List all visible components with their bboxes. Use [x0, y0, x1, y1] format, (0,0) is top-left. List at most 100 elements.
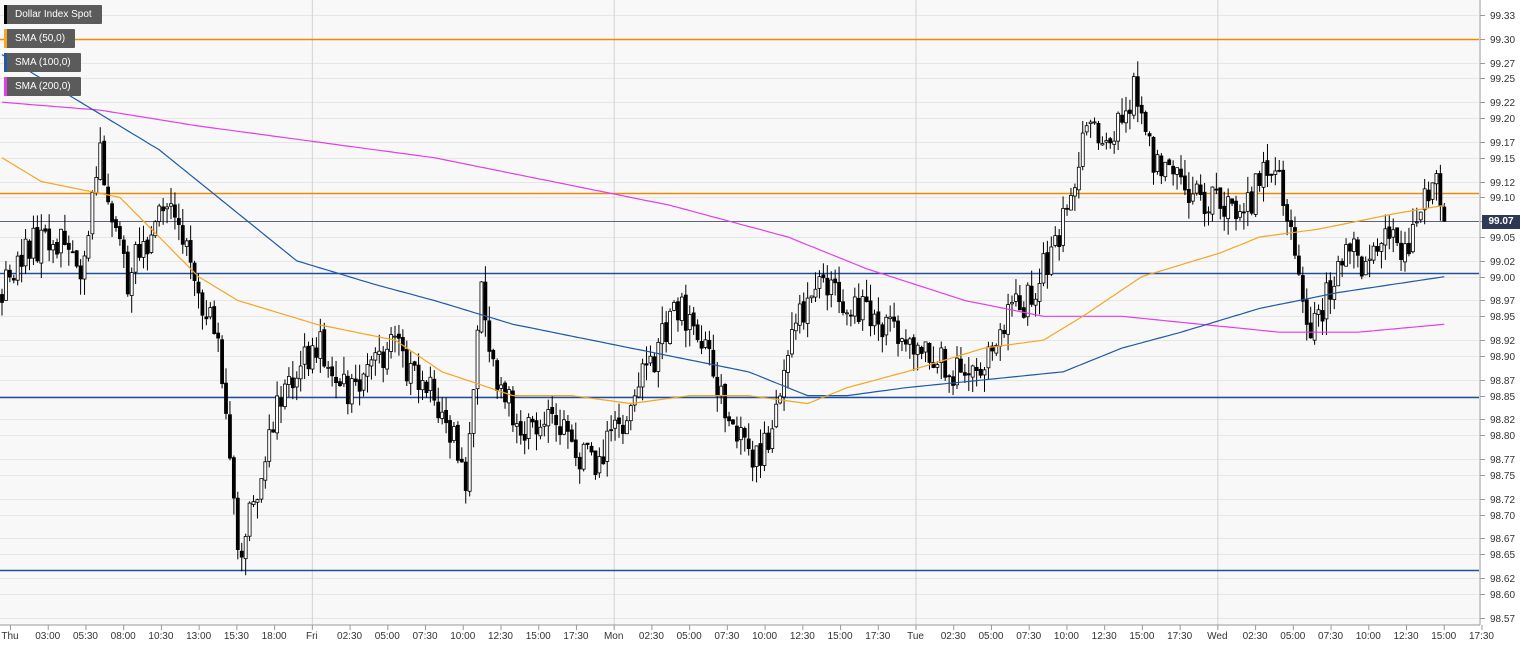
candle-down[interactable] [322, 329, 327, 367]
candle-down[interactable] [448, 420, 452, 443]
candle-down[interactable] [766, 432, 771, 450]
candle-up[interactable] [640, 363, 645, 388]
candle-down[interactable] [188, 240, 193, 263]
candle-down[interactable] [1281, 169, 1286, 206]
candle-down[interactable] [1348, 243, 1352, 252]
candle-down[interactable] [424, 381, 429, 394]
candle-down[interactable] [235, 497, 240, 551]
candle-up[interactable] [294, 377, 299, 388]
candle-up[interactable] [809, 295, 814, 299]
candle-up[interactable] [90, 192, 95, 235]
candle-down[interactable] [1065, 207, 1069, 210]
candle-down[interactable] [290, 377, 295, 389]
candle-down[interactable] [271, 429, 276, 433]
candle-down[interactable] [212, 306, 217, 334]
candle-up[interactable] [719, 385, 724, 397]
candle-up[interactable] [1116, 112, 1121, 142]
candle-down[interactable] [74, 250, 79, 267]
candle-up[interactable] [1206, 211, 1211, 214]
candle-down[interactable] [1426, 189, 1431, 202]
candle-up[interactable] [636, 386, 641, 398]
candle-down[interactable] [856, 297, 861, 322]
candle-down[interactable] [1183, 175, 1187, 191]
candle-down[interactable] [463, 461, 468, 491]
candle-down[interactable] [110, 203, 114, 223]
candle-up[interactable] [467, 433, 472, 492]
candle-up[interactable] [786, 355, 790, 373]
candle-up[interactable] [1194, 183, 1199, 194]
candle-up[interactable] [628, 405, 633, 422]
candle-down[interactable] [1002, 330, 1007, 335]
candle-down[interactable] [821, 274, 826, 279]
candle-down[interactable] [931, 362, 936, 368]
candle-down[interactable] [550, 407, 555, 414]
candle-up[interactable] [1344, 244, 1348, 267]
candle-up[interactable] [1312, 312, 1317, 341]
candle-down[interactable] [554, 415, 559, 426]
candle-down[interactable] [1017, 295, 1022, 311]
candle-down[interactable] [228, 414, 232, 459]
candle-up[interactable] [1061, 208, 1065, 246]
candle-down[interactable] [200, 292, 205, 316]
candle-up[interactable] [1069, 195, 1073, 211]
candle-down[interactable] [0, 294, 4, 303]
candle-up[interactable] [538, 426, 543, 437]
candle-down[interactable] [279, 397, 283, 407]
candle-down[interactable] [404, 348, 409, 382]
candle-down[interactable] [621, 424, 625, 434]
candle-up[interactable] [361, 373, 366, 391]
candle-down[interactable] [1186, 189, 1191, 203]
candle-up[interactable] [302, 346, 307, 365]
candle-up[interactable] [939, 347, 944, 364]
candle-up[interactable] [255, 499, 260, 503]
candle-up[interactable] [499, 384, 504, 389]
candle-down[interactable] [62, 230, 67, 245]
candle-up[interactable] [562, 419, 566, 435]
candle-up[interactable] [632, 395, 637, 406]
candle-up[interactable] [872, 313, 877, 327]
candle-up[interactable] [86, 235, 91, 259]
candle-down[interactable] [841, 301, 845, 313]
candle-down[interactable] [1399, 242, 1403, 260]
candle-down[interactable] [353, 378, 358, 383]
candle-down[interactable] [495, 360, 500, 391]
candle-down[interactable] [911, 337, 916, 355]
candle-down[interactable] [1202, 191, 1207, 215]
candle-down[interactable] [19, 254, 24, 267]
candle-down[interactable] [731, 419, 735, 425]
candle-down[interactable] [1328, 280, 1333, 300]
candle-down[interactable] [7, 269, 12, 278]
candle-down[interactable] [951, 376, 955, 386]
candle-up[interactable] [440, 411, 445, 419]
candle-up[interactable] [1049, 246, 1054, 275]
candle-down[interactable] [1167, 159, 1172, 166]
candle-down[interactable] [896, 320, 900, 344]
candle-up[interactable] [542, 423, 547, 427]
candle-down[interactable] [1230, 198, 1234, 204]
candle-down[interactable] [137, 244, 142, 258]
candle-up[interactable] [1253, 173, 1258, 215]
candle-up[interactable] [738, 427, 743, 441]
candle-up[interactable] [428, 376, 433, 392]
candle-up[interactable] [4, 269, 8, 301]
candle-up[interactable] [915, 344, 920, 355]
candle-down[interactable] [180, 225, 185, 245]
candle-up[interactable] [349, 378, 354, 405]
candle-down[interactable] [1438, 173, 1443, 207]
candle-up[interactable] [1434, 173, 1439, 185]
candle-down[interactable] [1293, 227, 1297, 256]
candle-down[interactable] [459, 458, 464, 463]
candle-down[interactable] [1151, 136, 1156, 173]
candle-down[interactable] [758, 443, 763, 466]
candle-up[interactable] [817, 276, 822, 289]
candle-down[interactable] [1289, 220, 1293, 227]
candle-down[interactable] [518, 421, 523, 436]
candle-up[interactable] [668, 310, 672, 344]
candle-down[interactable] [173, 204, 177, 218]
candle-down[interactable] [876, 311, 881, 325]
candle-up[interactable] [797, 303, 802, 326]
candle-down[interactable] [746, 438, 751, 450]
candle-down[interactable] [966, 373, 971, 376]
candle-up[interactable] [342, 373, 346, 385]
candle-down[interactable] [699, 341, 704, 349]
